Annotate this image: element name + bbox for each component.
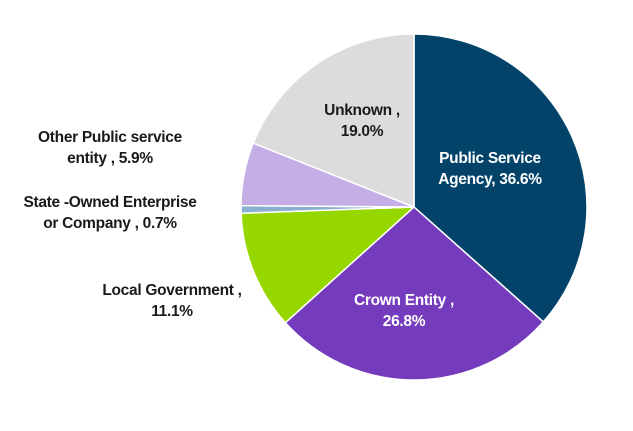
label-other-public-service-entity: Other Public service entity , 5.9%	[38, 129, 182, 167]
label-unknown: Unknown , 19.0%	[324, 102, 400, 140]
pie-slice-unknown	[252, 33, 415, 208]
pie-slice-local-government	[240, 206, 415, 324]
label-state-owned-enterprise: State -Owned Enterprise or Company , 0.7…	[23, 194, 197, 232]
label-crown-entity: Crown Entity , 26.8%	[354, 292, 454, 330]
label-local-government: Local Government , 11.1%	[102, 282, 242, 320]
pie-slices	[240, 33, 588, 381]
pie-slice-crown-entity	[284, 206, 545, 381]
pie-slice-public-service-agency	[413, 33, 588, 323]
label-public-service-agency: Public Service Agency, 36.6%	[438, 150, 542, 188]
